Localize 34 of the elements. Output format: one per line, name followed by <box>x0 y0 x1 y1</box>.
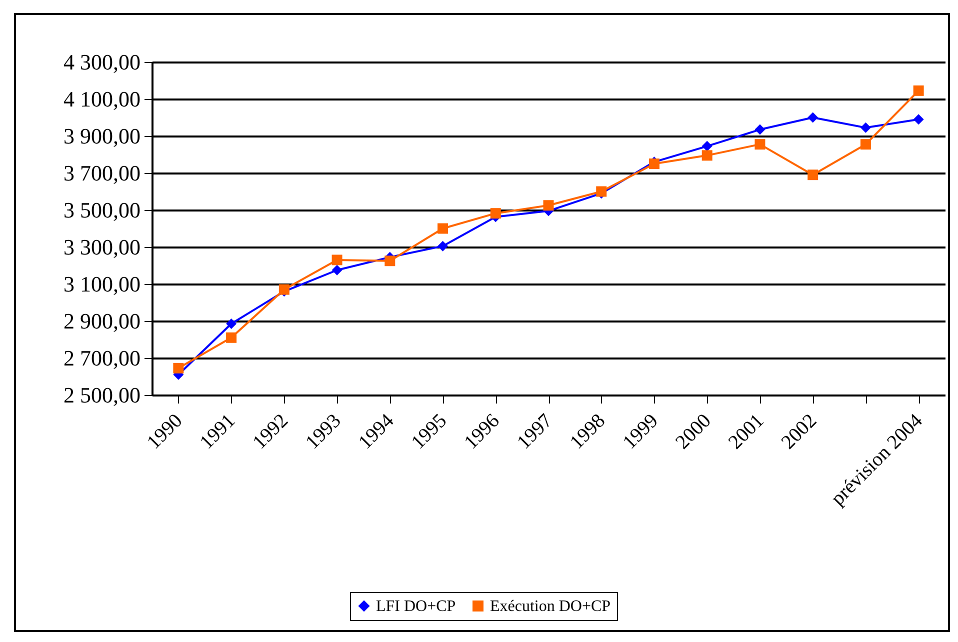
point <box>860 139 871 150</box>
y-tick-label: 4 100,00 <box>64 86 140 112</box>
y-tick-label: 2 500,00 <box>64 382 140 408</box>
x-tick-label: 1999 <box>618 410 663 454</box>
point <box>860 122 871 133</box>
y-tick-label: 3 700,00 <box>64 160 140 186</box>
legend-label: LFI DO+CP <box>376 598 456 615</box>
point <box>332 264 342 276</box>
point <box>754 139 766 150</box>
point <box>543 200 554 211</box>
point <box>490 208 501 219</box>
y-tick-label: 3 100,00 <box>64 272 140 296</box>
point <box>808 112 818 123</box>
x-tick-label: 1991 <box>196 410 240 454</box>
point <box>913 85 924 96</box>
y-tick-label: 2 900,00 <box>64 308 140 334</box>
point <box>226 332 237 343</box>
point <box>808 170 818 180</box>
point <box>438 240 448 252</box>
point <box>384 256 396 266</box>
point <box>332 254 342 266</box>
point <box>702 150 712 161</box>
y-tick-label: 3 300,00 <box>64 234 140 260</box>
point <box>173 362 184 374</box>
point <box>226 318 237 330</box>
y-tick-label: 3 500,00 <box>64 198 140 222</box>
point <box>754 124 766 135</box>
point <box>438 223 448 234</box>
point <box>913 114 924 125</box>
y-tick-label: 2 700,00 <box>64 346 140 370</box>
legend-label: Exécution DO+CP <box>490 598 611 615</box>
y-tick-label: 3 900,00 <box>64 124 140 148</box>
point <box>702 140 712 152</box>
y-tick-label: 4 300,00 <box>64 50 140 74</box>
